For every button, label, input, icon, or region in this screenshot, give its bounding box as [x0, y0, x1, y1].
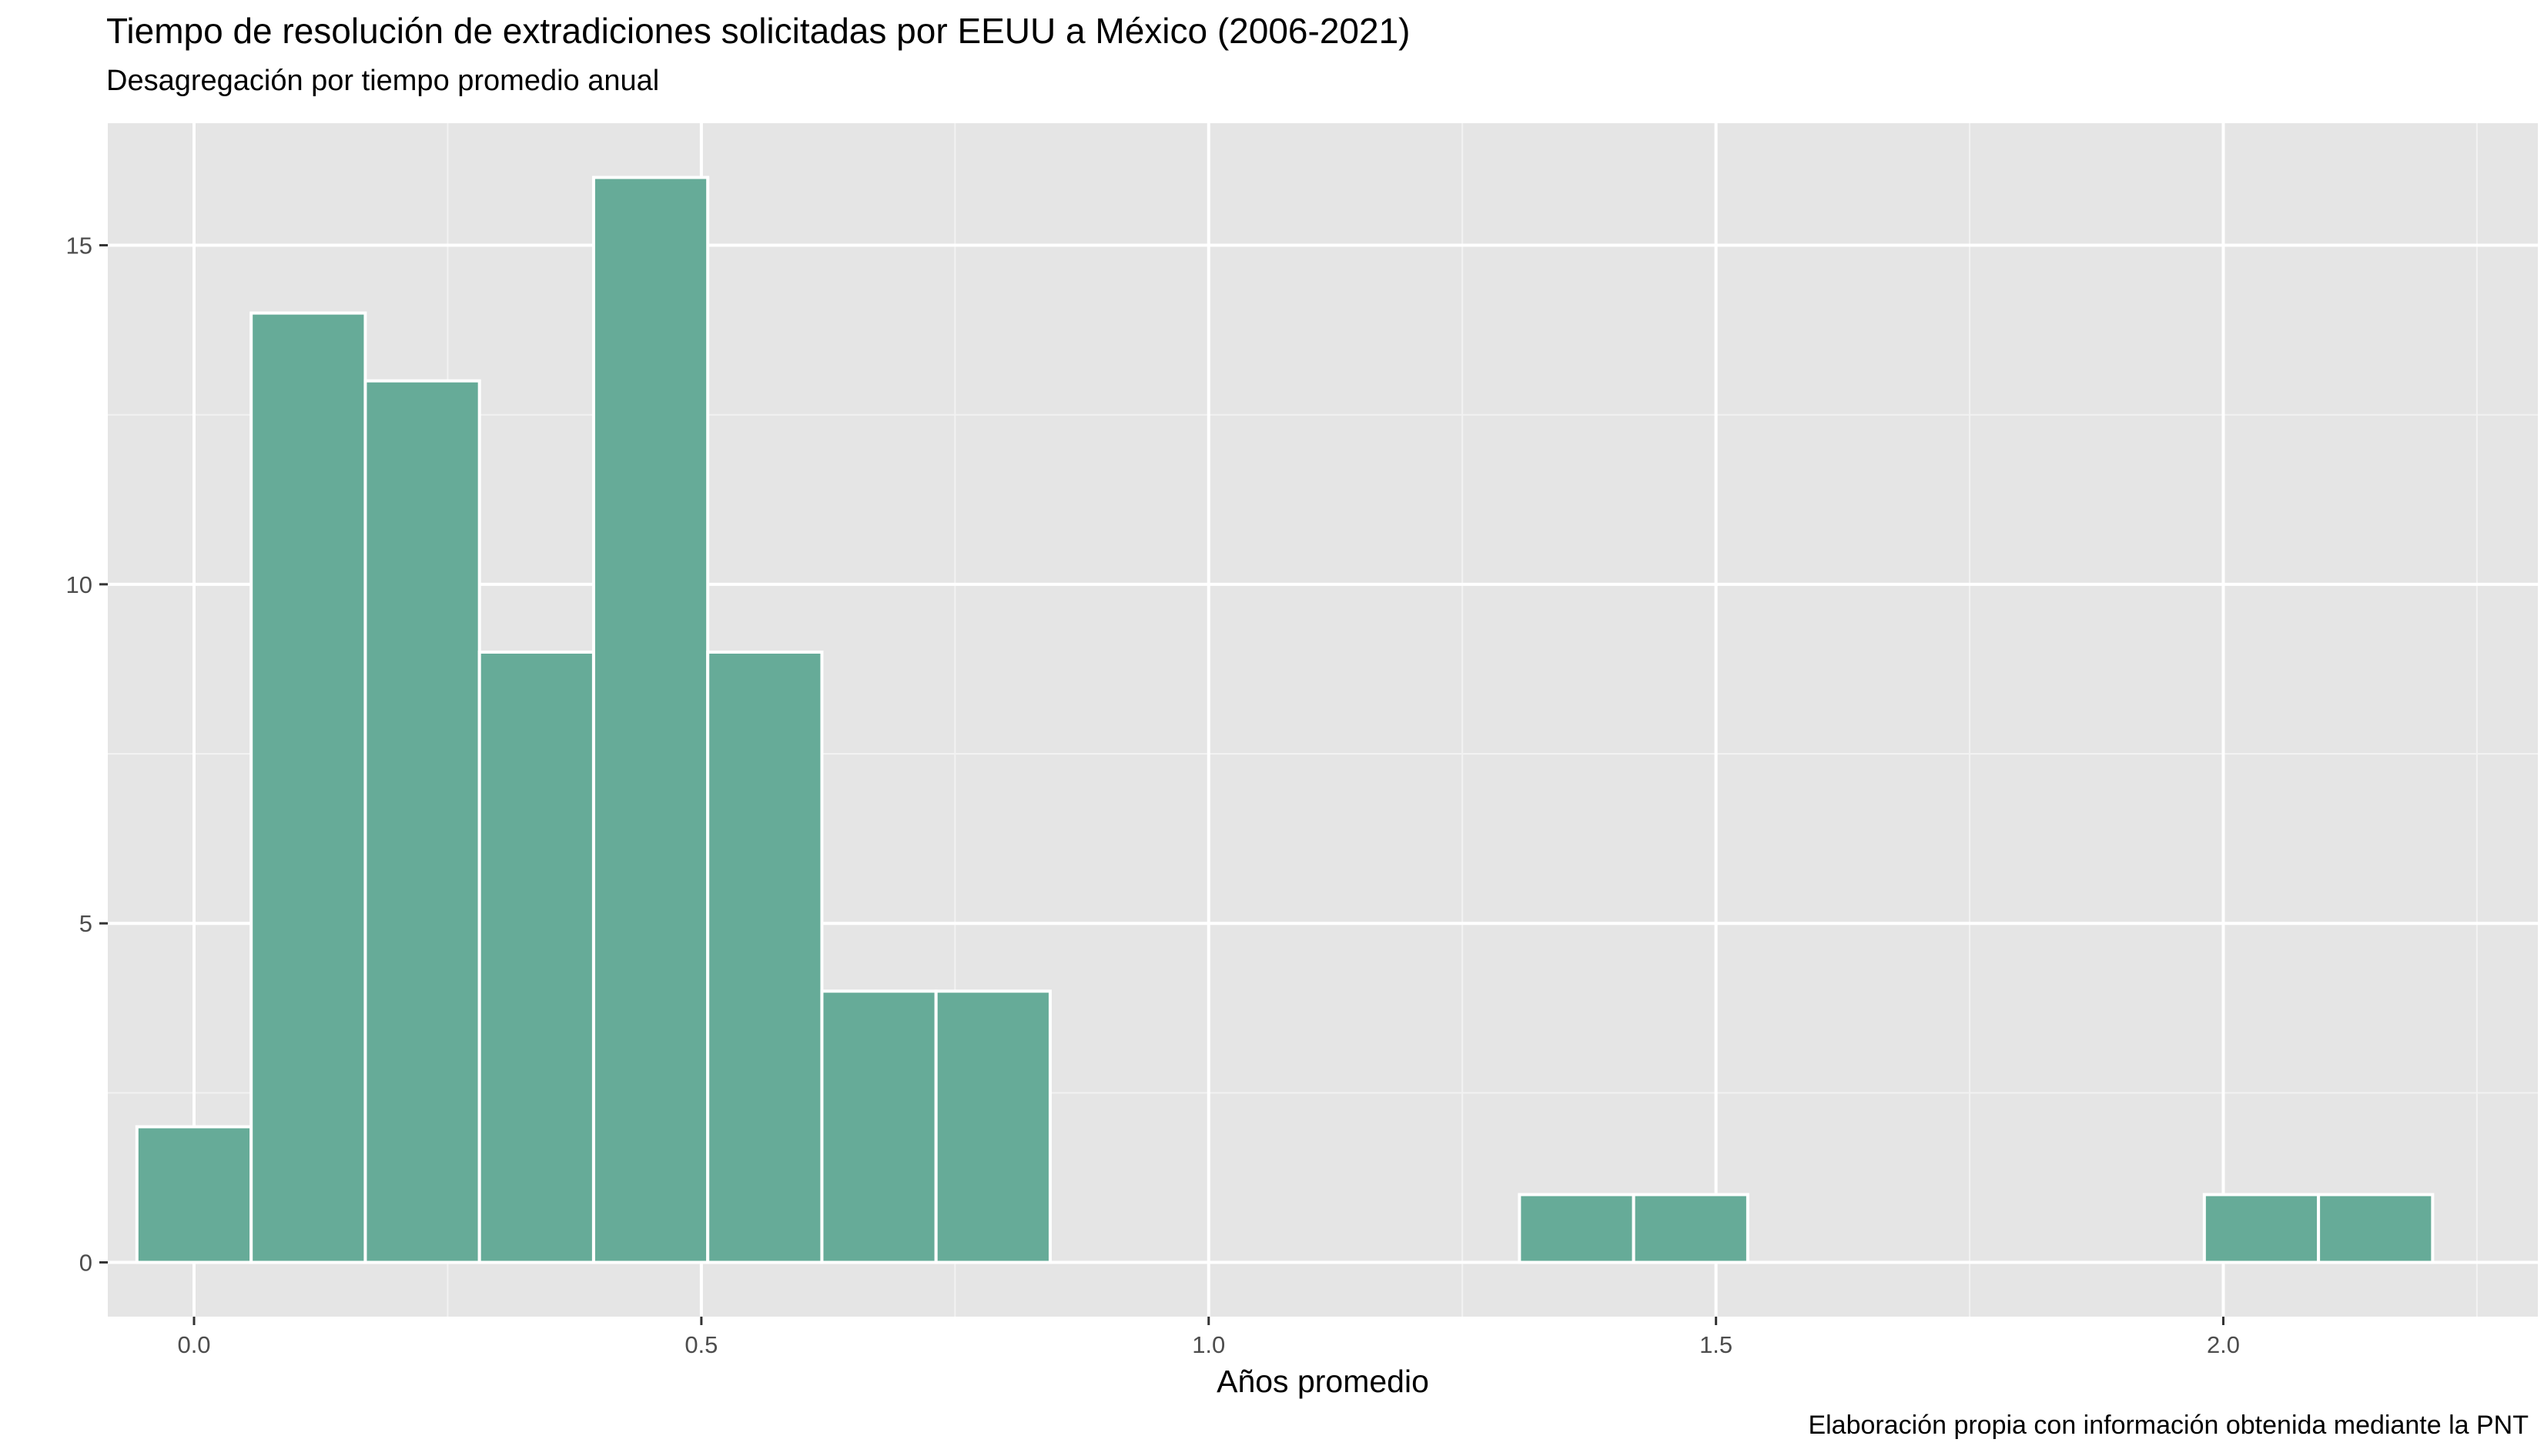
chart-subtitle: Desagregación por tiempo promedio anual	[106, 65, 660, 97]
y-tick-label: 10	[66, 571, 92, 598]
x-tick-label: 1.5	[1699, 1331, 1732, 1358]
chart-caption: Elaboración propia con información obten…	[1808, 1411, 2529, 1440]
chart-title: Tiempo de resolución de extradiciones so…	[106, 11, 1411, 51]
histogram-bar	[1518, 1193, 1635, 1264]
minor-gridlines	[108, 123, 2538, 1317]
x-axis-title: Años promedio	[1217, 1364, 1429, 1399]
histogram-bar	[135, 1125, 253, 1264]
y-tick-label: 15	[66, 233, 92, 259]
y-axis: 0 5 10 15	[66, 233, 108, 1277]
histogram-bars	[135, 176, 2435, 1264]
x-tick-label: 1.0	[1192, 1331, 1225, 1358]
x-axis: 0.0 0.5 1.0 1.5 2.0	[177, 1317, 2240, 1358]
histogram-bar	[2202, 1193, 2321, 1264]
histogram-bar	[477, 650, 595, 1264]
histogram-bar	[591, 176, 710, 1264]
histogram-bar	[249, 311, 367, 1264]
histogram-bar	[2317, 1193, 2435, 1264]
y-tick-label: 0	[79, 1250, 92, 1277]
x-tick-label: 0.0	[177, 1331, 210, 1358]
histogram-bar	[1632, 1193, 1749, 1264]
histogram-bar	[934, 989, 1052, 1264]
y-tick-label: 5	[79, 910, 92, 937]
x-tick-label: 2.0	[2207, 1331, 2240, 1358]
histogram-bar	[706, 650, 824, 1264]
histogram-bar	[363, 379, 481, 1264]
histogram-bar	[820, 989, 938, 1264]
x-tick-label: 0.5	[685, 1331, 718, 1358]
